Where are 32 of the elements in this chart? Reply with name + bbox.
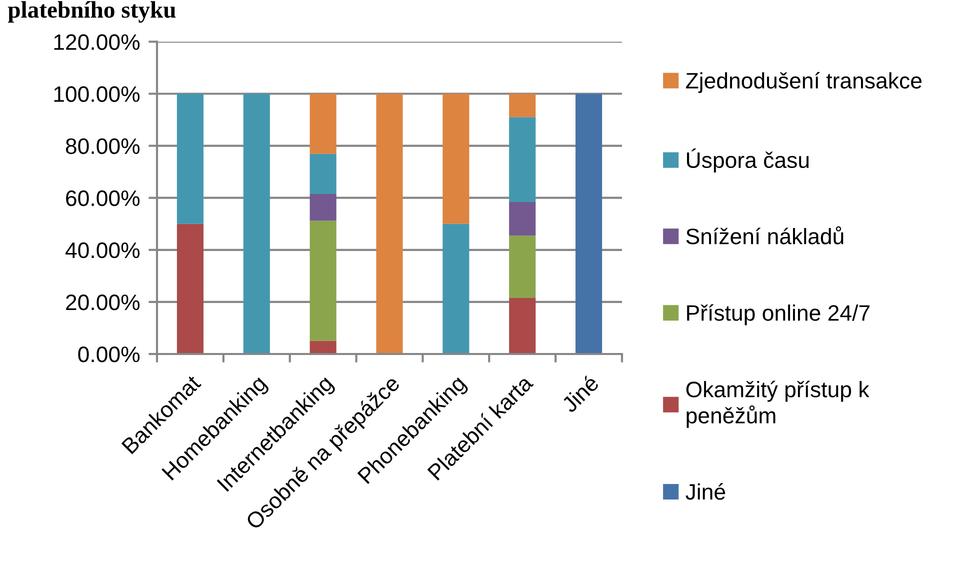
legend-label: Přístup online 24/7 — [687, 304, 870, 326]
y-tick-label: 40.00% — [65, 242, 140, 258]
legend-label: Snížení nákladů — [686, 226, 844, 244]
legend-label: Jiné — [686, 483, 726, 500]
bar — [310, 194, 336, 221]
legend-label: Úspora času — [687, 148, 809, 172]
bar — [310, 94, 336, 154]
y-tick-label: 0.00% — [78, 346, 140, 362]
bar — [442, 224, 470, 354]
bar — [310, 220, 336, 341]
bar — [509, 117, 536, 202]
legend-label: Zjednodušení transakce — [686, 72, 922, 94]
legend-label: Okamžitý přístup k peněžům — [686, 380, 870, 428]
bar — [509, 236, 536, 298]
y-tick-label: 60.00% — [66, 190, 140, 206]
bar — [176, 94, 204, 224]
x-tick-label: Jiné — [560, 374, 600, 414]
y-tick-label: 20.00% — [66, 294, 140, 310]
bar — [576, 94, 602, 354]
bar — [509, 298, 536, 354]
bar — [509, 94, 536, 118]
y-tick-label: 100.00% — [54, 86, 140, 102]
bar — [376, 94, 403, 354]
bar — [176, 224, 204, 354]
bar — [442, 94, 470, 224]
y-tick-label: 120.00% — [54, 34, 140, 50]
bar — [310, 340, 336, 354]
bar — [243, 94, 270, 354]
bar — [509, 202, 536, 236]
bar — [310, 154, 336, 194]
y-tick-label: 80.00% — [66, 138, 140, 154]
chart-title: platebního styku — [8, 1, 176, 23]
